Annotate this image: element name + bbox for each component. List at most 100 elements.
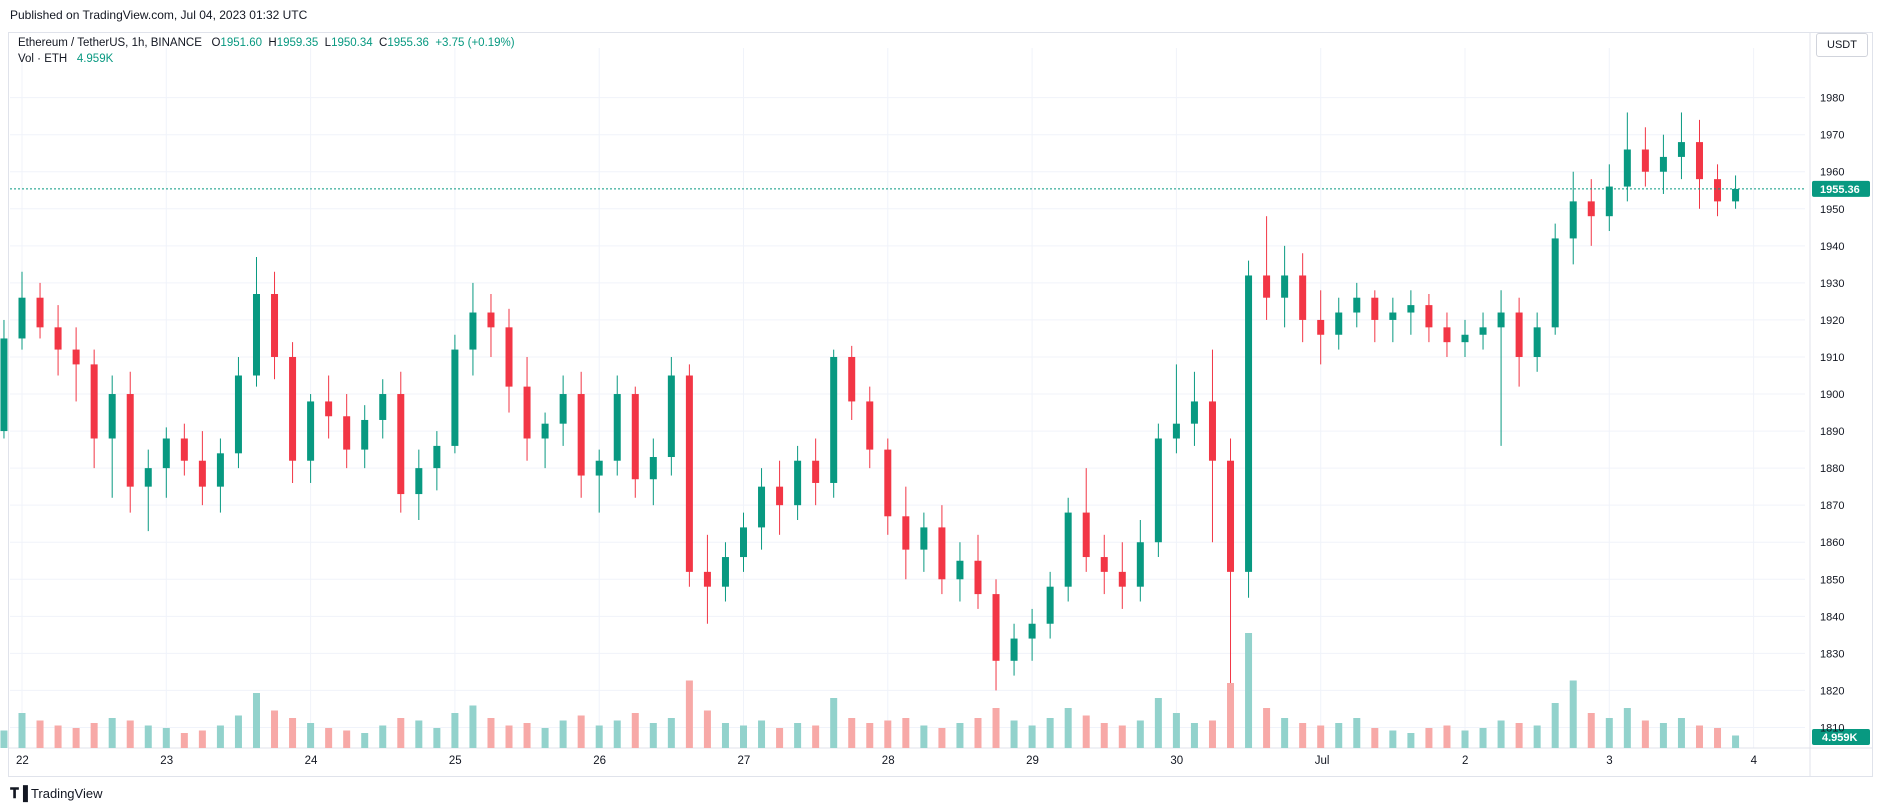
candle-body	[1407, 305, 1415, 313]
volume-bar	[794, 723, 802, 748]
volume-bar	[289, 718, 297, 748]
candle-body	[812, 460, 820, 483]
volume-bar	[1154, 698, 1162, 748]
y-tick-label: 1880	[1820, 463, 1844, 475]
volume-bar	[18, 713, 26, 748]
candle-body	[1515, 312, 1523, 357]
candle-body	[1082, 512, 1090, 558]
volume-bar	[1605, 718, 1613, 748]
candle-body	[938, 527, 946, 580]
candle-body	[1335, 312, 1343, 335]
candle-body	[559, 394, 567, 424]
candle-body	[198, 460, 206, 487]
volume-bar	[1714, 728, 1722, 748]
volume-value: 4.959K	[76, 53, 114, 65]
chart-legend: Ethereum / TetherUS, 1h, BINANCE O1951.6…	[18, 35, 515, 67]
x-tick-label: 25	[449, 755, 462, 767]
volume-bar	[1100, 723, 1108, 748]
x-tick-label: 27	[738, 755, 751, 767]
candle-body	[1497, 312, 1505, 328]
volume-bar	[613, 720, 621, 748]
last-price-tag	[1812, 180, 1870, 197]
y-tick-label: 1930	[1820, 278, 1844, 290]
candle-body	[1281, 275, 1289, 298]
candle-body	[289, 356, 297, 461]
candle-body	[541, 423, 549, 439]
volume-bar	[1136, 720, 1144, 748]
candle-body	[1172, 423, 1180, 439]
volume-bar	[848, 718, 856, 748]
candle-body	[433, 445, 441, 469]
candle-body	[18, 297, 26, 339]
volume-bar	[721, 723, 729, 748]
candle-body	[1245, 275, 1253, 572]
volume-bar	[1533, 725, 1541, 748]
candle-body	[1587, 201, 1595, 217]
volume-bar	[1677, 718, 1685, 748]
candle-body	[252, 294, 260, 376]
volume-bar	[1659, 723, 1667, 748]
candle-body	[1227, 460, 1235, 572]
candle-body	[523, 386, 531, 439]
volume-bar	[198, 730, 206, 748]
y-tick-label: 1870	[1820, 500, 1844, 512]
ohlc-row: Ethereum / TetherUS, 1h, BINANCE O1951.6…	[18, 37, 515, 49]
candle-body	[90, 364, 98, 439]
candle-body	[1533, 327, 1541, 357]
volume-bar	[1587, 713, 1595, 748]
candle-body	[794, 460, 802, 506]
volume-bar	[1190, 723, 1198, 748]
candle-body	[1677, 142, 1685, 157]
volume-bar	[1317, 725, 1325, 748]
volume-bar	[812, 725, 820, 748]
candle-body	[631, 394, 639, 480]
volume-bar	[631, 713, 639, 748]
candle-body	[1605, 186, 1613, 217]
volume-bar	[162, 728, 170, 748]
volume-bar	[1082, 715, 1090, 748]
y-tick-label: 1960	[1820, 167, 1844, 179]
x-tick-label: 24	[305, 755, 318, 767]
x-tick-label: 23	[160, 755, 173, 767]
volume-bar	[1425, 728, 1433, 748]
volume-bar	[1245, 633, 1253, 748]
candle-body	[1732, 188, 1740, 202]
volume-bar	[1623, 708, 1631, 748]
volume-bar	[992, 708, 1000, 748]
high-value: 1959.35	[276, 37, 319, 49]
candle-body	[1425, 305, 1433, 328]
candle-body	[1714, 179, 1722, 202]
candle-body	[379, 394, 387, 420]
volume-bar	[1353, 718, 1361, 748]
candle-body	[1010, 638, 1018, 661]
footer-brand[interactable]: 𝐓▐ TradingView	[10, 785, 102, 802]
volume-bar	[451, 713, 459, 748]
volume-bar	[649, 723, 657, 748]
volume-label[interactable]: Vol · ETH	[18, 53, 68, 65]
candle-body	[234, 375, 242, 454]
candle-body	[72, 349, 80, 365]
candle-body	[1028, 623, 1036, 639]
volume-bar	[595, 725, 603, 748]
candle-body	[1659, 156, 1667, 172]
candles	[0, 112, 1740, 691]
volume-bar	[1497, 720, 1505, 748]
x-tick-label: 26	[593, 755, 606, 767]
currency-button[interactable]: USDT	[1816, 33, 1868, 57]
volume-row: Vol · ETH 4.959K	[18, 51, 515, 67]
candle-body	[974, 560, 982, 595]
symbol-label[interactable]: Ethereum / TetherUS, 1h, BINANCE	[18, 37, 202, 49]
volume-bar	[234, 715, 242, 748]
candle-body	[1695, 142, 1703, 180]
volume-bar	[740, 725, 747, 748]
candle-body	[1263, 275, 1271, 298]
volume-bar	[108, 718, 116, 748]
candle-body	[920, 527, 928, 550]
volume-bar	[361, 733, 369, 748]
volume-bar	[1569, 680, 1577, 748]
candle-body	[54, 327, 62, 350]
candle-body	[956, 560, 964, 580]
candle-body	[595, 460, 603, 476]
candle-body	[397, 394, 405, 495]
